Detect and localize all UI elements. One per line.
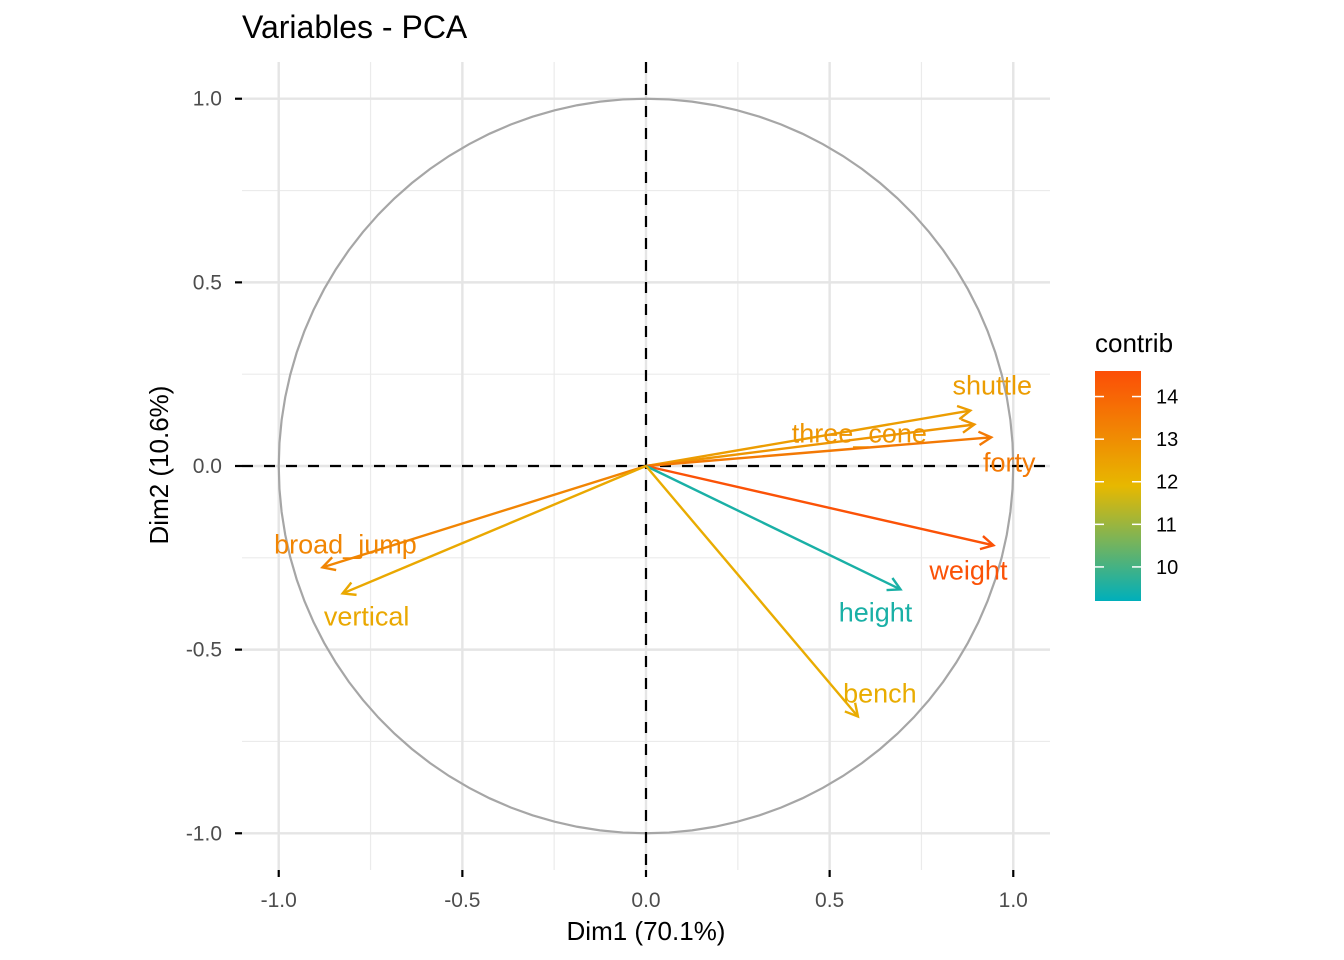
variable-shuttle: shuttle (645, 371, 1033, 468)
arrow-head (320, 556, 337, 572)
arrow-head (977, 430, 994, 447)
variable-height: height (645, 464, 913, 627)
arrow-head (960, 418, 977, 434)
x-tick-label: 0.0 (631, 889, 660, 912)
legend-break-label: 14 (1156, 387, 1178, 409)
arrow-head (886, 577, 903, 592)
arrow-head (340, 581, 357, 597)
arrow-line (645, 464, 902, 591)
variable-label: broad_jump (274, 529, 417, 559)
variable-broad-jump: broad_jump (274, 464, 647, 572)
variable-label: forty (983, 447, 1036, 477)
arrow-head (956, 404, 973, 421)
arrow-line (645, 465, 859, 718)
legend-break-label: 11 (1156, 514, 1177, 536)
variable-label: bench (843, 678, 917, 708)
y-tick-label: -1.0 (186, 822, 222, 845)
x-axis-title: Dim1 (70.1%) (567, 916, 726, 946)
arrow-line (645, 423, 975, 468)
arrow-line (645, 464, 994, 547)
arrow-line (322, 464, 647, 569)
y-tick-label: 0.5 (193, 271, 222, 294)
x-axis: -1.0 -0.5 0.0 0.5 1.0 (261, 870, 1028, 912)
variable-label: shuttle (953, 371, 1033, 401)
y-tick-label: 1.0 (193, 88, 222, 111)
y-tick-label: -0.5 (186, 639, 222, 662)
x-tick-label: -1.0 (261, 889, 297, 912)
arrow-head (844, 702, 860, 719)
legend-break-label: 10 (1156, 557, 1178, 579)
arrow-line (645, 436, 992, 468)
y-axis-title: Dim2 (10.6%) (144, 386, 174, 545)
x-tick-label: -0.5 (444, 889, 480, 912)
variable-weight: weight (645, 464, 1008, 585)
colorbar (1095, 371, 1141, 601)
y-tick-label: 0.0 (193, 455, 222, 478)
arrow-head (979, 535, 996, 551)
legend-title: contrib (1095, 328, 1173, 358)
variable-label: vertical (324, 601, 410, 631)
arrow-line (342, 464, 647, 595)
variable-forty: forty (645, 430, 1036, 477)
variable-vertical: vertical (324, 464, 647, 631)
variable-label: height (839, 597, 913, 627)
plot-panel: shuttlethree_conefortyweightheightbenchb… (242, 62, 1050, 870)
unit-circle (277, 97, 1015, 835)
chart-title: Variables - PCA (242, 9, 468, 45)
y-axis: -1.0 -0.5 0.0 0.5 1.0 (186, 88, 242, 845)
variable-label: weight (928, 555, 1008, 585)
variable-bench: bench (645, 465, 917, 719)
x-tick-label: 0.5 (815, 889, 844, 912)
arrow-line (645, 409, 971, 468)
x-tick-label: 1.0 (999, 889, 1028, 912)
legend-break-label: 12 (1156, 472, 1178, 494)
legend: contrib 14 13 12 11 10 (1095, 328, 1178, 601)
legend-break-label: 13 (1156, 429, 1178, 451)
